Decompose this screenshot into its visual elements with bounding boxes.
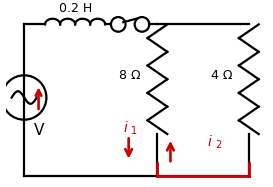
- Text: V: V: [33, 123, 44, 138]
- Text: i: i: [208, 135, 212, 149]
- Text: 1: 1: [131, 126, 138, 136]
- Text: i: i: [124, 121, 127, 134]
- Text: 4 Ω: 4 Ω: [211, 69, 232, 82]
- Text: 8 Ω: 8 Ω: [119, 69, 141, 82]
- Text: 2: 2: [216, 140, 222, 150]
- Text: 0.2 H: 0.2 H: [58, 2, 92, 15]
